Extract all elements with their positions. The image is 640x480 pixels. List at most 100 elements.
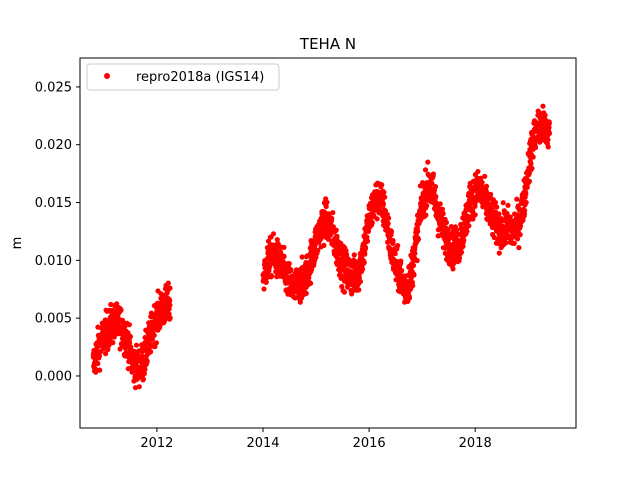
- data-point: [528, 161, 534, 167]
- data-point: [153, 340, 159, 346]
- x-tick-label: 2012: [140, 436, 173, 451]
- data-point: [288, 267, 294, 273]
- data-point: [482, 173, 488, 179]
- x-tick-label: 2018: [459, 436, 492, 451]
- data-point: [440, 211, 446, 217]
- y-tick-label: 0.010: [35, 254, 72, 269]
- data-point: [165, 280, 171, 286]
- data-point: [381, 189, 387, 195]
- data-point: [329, 215, 335, 221]
- data-point: [545, 137, 551, 143]
- y-tick-label: 0.020: [35, 138, 72, 153]
- data-point: [382, 194, 388, 200]
- data-point: [97, 367, 103, 373]
- data-point: [424, 203, 430, 209]
- data-point: [151, 332, 157, 338]
- data-point: [546, 120, 552, 127]
- y-axis: 0.000 0.005 0.010 0.015 0.020 0.025: [35, 80, 80, 384]
- data-point: [261, 286, 267, 292]
- data-point: [445, 227, 451, 233]
- data-point: [522, 208, 528, 214]
- data-point: [488, 191, 494, 197]
- data-point: [430, 171, 436, 177]
- data-point: [410, 283, 416, 289]
- data-point: [364, 238, 371, 244]
- data-point: [142, 366, 148, 373]
- data-point: [523, 191, 529, 197]
- data-point: [167, 302, 173, 308]
- data-point: [414, 257, 420, 264]
- data-point: [96, 353, 103, 359]
- data-point: [339, 283, 345, 290]
- data-point: [140, 376, 146, 382]
- data-point: [268, 273, 275, 279]
- plot-area-frame: [79, 57, 577, 429]
- data-point: [496, 211, 502, 217]
- data-point: [514, 196, 520, 202]
- data-point: [433, 193, 439, 200]
- data-point: [388, 229, 395, 235]
- data-point: [313, 254, 319, 260]
- data-point: [483, 183, 490, 189]
- data-point: [127, 333, 133, 340]
- data-point: [274, 237, 280, 243]
- data-point: [410, 262, 417, 269]
- data-point: [461, 237, 467, 243]
- data-point: [492, 199, 499, 206]
- x-axis: 2012 2014 2016 2018: [140, 428, 492, 451]
- y-tick-label: 0.015: [35, 196, 72, 211]
- y-axis-label: m: [10, 237, 25, 250]
- data-point: [93, 366, 99, 372]
- data-point: [303, 290, 309, 296]
- data-point: [263, 279, 269, 285]
- data-point: [380, 201, 386, 207]
- data-point: [432, 184, 439, 190]
- data-point: [478, 175, 484, 181]
- data-point: [361, 260, 367, 266]
- data-point: [363, 245, 369, 251]
- data-point: [390, 238, 396, 244]
- data-point: [106, 342, 112, 348]
- data-point: [496, 250, 502, 256]
- data-point: [542, 112, 548, 118]
- y-tick-label: 0.025: [35, 80, 72, 95]
- data-point: [484, 189, 490, 195]
- data-point: [475, 169, 481, 175]
- chart-title: TEHA N: [299, 35, 356, 53]
- data-point: [479, 179, 485, 185]
- data-point: [494, 204, 500, 210]
- data-point: [167, 315, 173, 321]
- data-point: [299, 254, 305, 260]
- data-point: [540, 103, 546, 109]
- data-point: [399, 268, 405, 274]
- data-point: [460, 243, 466, 249]
- data-point: [472, 203, 478, 209]
- data-point: [529, 165, 535, 171]
- data-point: [443, 219, 449, 226]
- data-point: [118, 307, 124, 313]
- data-point: [265, 238, 272, 244]
- data-point: [546, 130, 553, 136]
- data-point: [321, 242, 327, 248]
- data-point: [141, 371, 147, 377]
- x-tick-label: 2016: [353, 436, 386, 451]
- x-tick-label: 2014: [246, 436, 279, 451]
- data-point: [341, 289, 347, 295]
- data-point: [422, 167, 429, 173]
- data-point: [454, 227, 460, 233]
- data-point: [470, 216, 476, 222]
- data-point: [133, 342, 140, 348]
- data-point: [503, 240, 509, 246]
- data-point: [95, 360, 101, 367]
- legend-box: [86, 63, 280, 91]
- data-point: [398, 258, 404, 264]
- data-point: [330, 210, 336, 216]
- data-point: [545, 144, 551, 150]
- data-point: [395, 243, 401, 249]
- data-point: [126, 322, 132, 328]
- data-point: [415, 236, 422, 242]
- data-point: [456, 255, 463, 261]
- data-point: [425, 159, 431, 165]
- data-point: [364, 234, 370, 240]
